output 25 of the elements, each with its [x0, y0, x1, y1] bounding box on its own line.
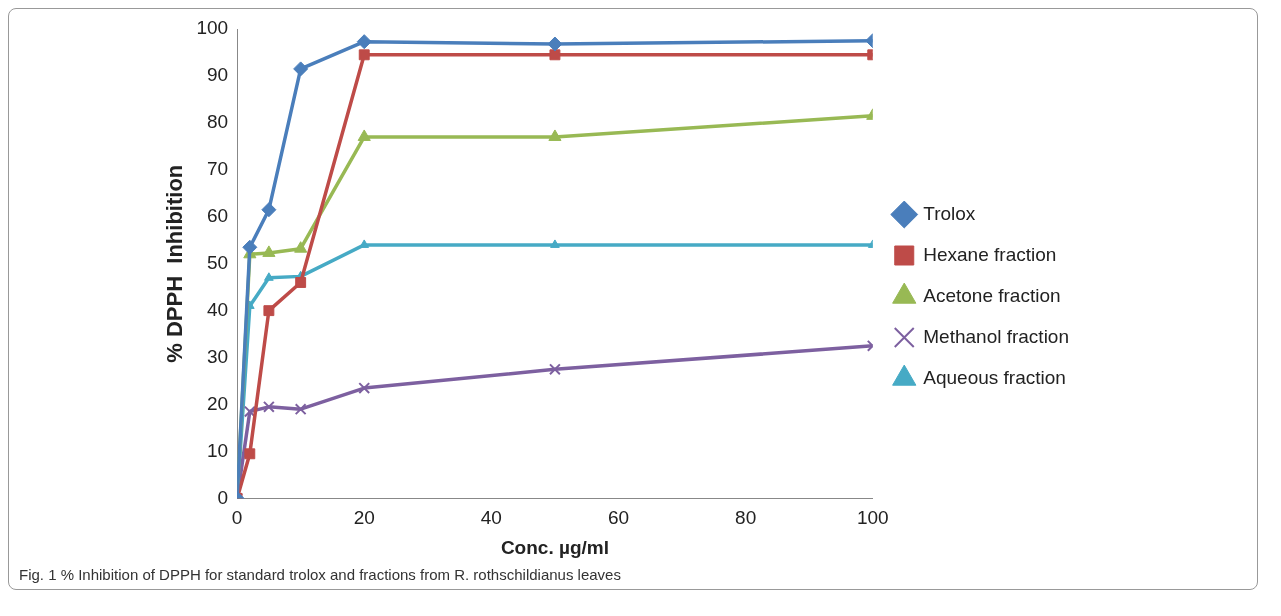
- y-tick-label: 10: [206, 439, 229, 461]
- legend-label: Methanol fraction: [923, 325, 1069, 347]
- y-tick-label: 60: [206, 204, 229, 226]
- y-tick-label: 50: [206, 251, 229, 273]
- legend-label: Trolox: [923, 202, 976, 224]
- legend-label: Hexane fraction: [923, 243, 1057, 265]
- x-tick-label: 20: [353, 507, 375, 529]
- y-tick-label: 70: [206, 158, 229, 180]
- y-tick-label: 80: [206, 111, 229, 133]
- x-tick-label: 80: [735, 507, 757, 529]
- y-tick-label: 30: [206, 345, 229, 367]
- x-tick-label: 60: [607, 507, 630, 529]
- x-tick-label: 40: [480, 507, 502, 529]
- y-tick-label: 90: [206, 64, 229, 86]
- legend-label: Acetone fraction: [923, 284, 1061, 306]
- x-tick-label: 100: [856, 507, 889, 529]
- x-axis-title: Conc. µg/ml: [500, 536, 609, 558]
- y-tick-label: 20: [206, 392, 229, 414]
- y-tick-label: 100: [196, 17, 229, 39]
- y-tick-label: 40: [206, 298, 229, 320]
- x-tick-label: 0: [231, 507, 243, 529]
- legend-label: Aqueous fraction: [923, 366, 1066, 388]
- y-axis-title: % DPPH Inhibition: [162, 164, 188, 363]
- caption: Fig. 1 % Inhibition of DPPH for standard trolox and fractions from R. rothschildianus leaves: [18, 565, 622, 585]
- y-tick-label: 0: [217, 486, 229, 508]
